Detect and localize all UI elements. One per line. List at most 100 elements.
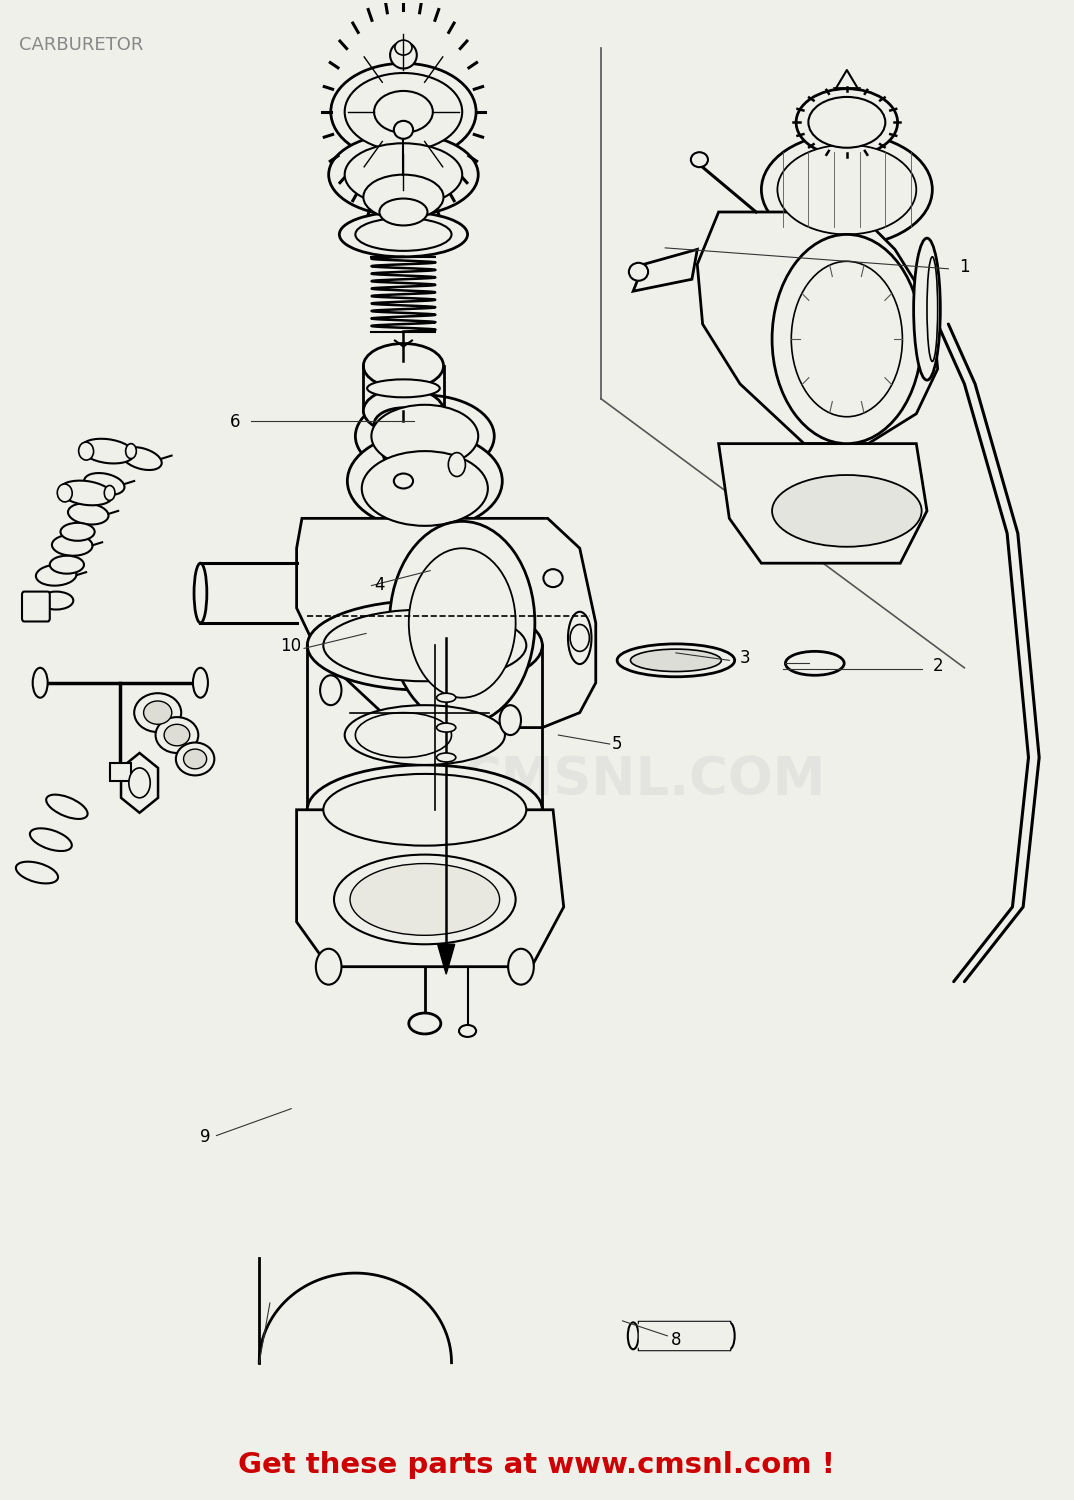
Ellipse shape — [629, 262, 648, 280]
Ellipse shape — [390, 42, 417, 69]
Polygon shape — [437, 945, 454, 974]
Polygon shape — [697, 211, 938, 444]
Ellipse shape — [16, 861, 58, 883]
Ellipse shape — [35, 564, 76, 585]
FancyBboxPatch shape — [21, 591, 49, 621]
Ellipse shape — [355, 394, 494, 477]
Ellipse shape — [761, 134, 932, 246]
Ellipse shape — [724, 1323, 735, 1350]
Ellipse shape — [459, 1024, 476, 1036]
Text: 9: 9 — [201, 1128, 211, 1146]
Ellipse shape — [394, 122, 413, 140]
Ellipse shape — [57, 484, 72, 502]
Polygon shape — [121, 753, 158, 813]
Ellipse shape — [628, 1323, 639, 1350]
Bar — [110, 764, 131, 782]
Ellipse shape — [439, 444, 463, 465]
Ellipse shape — [176, 742, 215, 776]
Circle shape — [390, 522, 535, 724]
Ellipse shape — [164, 724, 190, 746]
Ellipse shape — [52, 536, 92, 555]
Ellipse shape — [927, 256, 938, 362]
Ellipse shape — [395, 40, 412, 56]
Ellipse shape — [543, 568, 563, 586]
Circle shape — [129, 768, 150, 798]
Ellipse shape — [382, 413, 446, 480]
Ellipse shape — [32, 668, 47, 698]
Text: 6: 6 — [230, 413, 241, 430]
Ellipse shape — [568, 612, 592, 664]
Text: CARBURETOR: CARBURETOR — [19, 36, 143, 54]
Ellipse shape — [334, 855, 516, 945]
Polygon shape — [296, 519, 596, 728]
Ellipse shape — [809, 98, 885, 147]
Ellipse shape — [914, 238, 941, 380]
Ellipse shape — [323, 609, 526, 681]
Circle shape — [409, 549, 516, 698]
Text: 2: 2 — [932, 657, 943, 675]
Ellipse shape — [339, 211, 467, 256]
Ellipse shape — [30, 828, 72, 850]
Circle shape — [508, 950, 534, 984]
Text: 1: 1 — [959, 258, 970, 276]
Circle shape — [448, 453, 465, 477]
Polygon shape — [634, 249, 697, 291]
Ellipse shape — [184, 748, 206, 770]
Ellipse shape — [409, 1013, 440, 1034]
Ellipse shape — [345, 144, 462, 206]
Ellipse shape — [59, 480, 113, 506]
Polygon shape — [296, 810, 564, 966]
Ellipse shape — [121, 447, 162, 470]
Ellipse shape — [618, 644, 735, 676]
Ellipse shape — [394, 474, 413, 489]
Circle shape — [570, 624, 590, 651]
Ellipse shape — [785, 651, 844, 675]
Ellipse shape — [630, 650, 722, 672]
Text: 10: 10 — [280, 638, 302, 656]
Ellipse shape — [350, 864, 499, 936]
Ellipse shape — [691, 152, 708, 166]
Circle shape — [320, 675, 342, 705]
Ellipse shape — [104, 486, 115, 501]
Ellipse shape — [68, 504, 108, 525]
Ellipse shape — [796, 88, 898, 156]
Ellipse shape — [144, 700, 172, 724]
Circle shape — [316, 950, 342, 984]
Ellipse shape — [193, 668, 208, 698]
Ellipse shape — [374, 408, 433, 441]
Ellipse shape — [78, 442, 93, 460]
Ellipse shape — [436, 723, 455, 732]
Text: CMSNL.COM: CMSNL.COM — [462, 754, 826, 806]
Ellipse shape — [194, 562, 207, 622]
Text: 4: 4 — [375, 576, 386, 594]
Ellipse shape — [39, 591, 73, 609]
Ellipse shape — [362, 452, 488, 526]
Ellipse shape — [49, 555, 84, 573]
Ellipse shape — [156, 717, 199, 753]
Ellipse shape — [331, 63, 476, 160]
Ellipse shape — [134, 693, 182, 732]
Ellipse shape — [374, 92, 433, 134]
Ellipse shape — [367, 380, 439, 398]
Circle shape — [792, 261, 902, 417]
Ellipse shape — [778, 146, 916, 234]
Polygon shape — [719, 444, 927, 562]
Ellipse shape — [442, 424, 460, 439]
Ellipse shape — [436, 693, 455, 702]
Ellipse shape — [355, 217, 451, 250]
Ellipse shape — [772, 476, 921, 548]
Ellipse shape — [84, 472, 125, 495]
Circle shape — [499, 705, 521, 735]
Ellipse shape — [60, 524, 95, 542]
Text: Get these parts at www.cmsnl.com !: Get these parts at www.cmsnl.com ! — [238, 1452, 836, 1479]
Ellipse shape — [323, 774, 526, 846]
Ellipse shape — [307, 600, 542, 690]
Ellipse shape — [345, 74, 462, 150]
Circle shape — [772, 234, 921, 444]
Ellipse shape — [355, 712, 451, 758]
Ellipse shape — [329, 134, 478, 216]
Ellipse shape — [347, 432, 503, 530]
Text: 3: 3 — [740, 650, 751, 668]
Ellipse shape — [372, 405, 478, 468]
Text: 5: 5 — [612, 735, 622, 753]
